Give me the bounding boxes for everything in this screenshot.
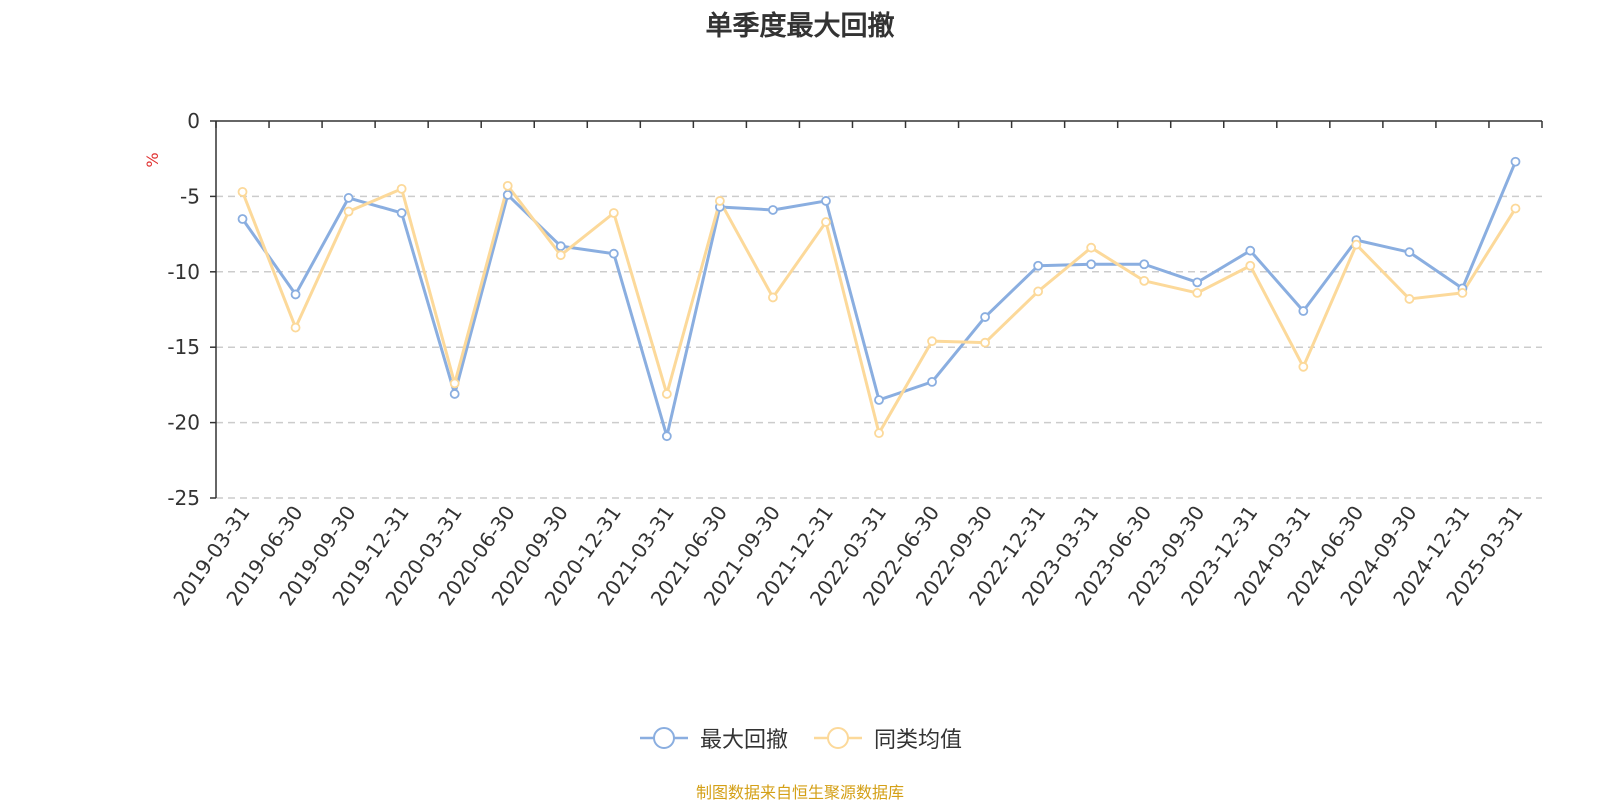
data-point-series-1 xyxy=(343,206,354,217)
legend: 最大回撤 同类均值 xyxy=(0,722,1600,754)
data-point-series-0 xyxy=(821,196,831,206)
y-tick-label: 0 xyxy=(187,109,200,133)
data-point-series-1 xyxy=(290,322,301,333)
data-point-series-0 xyxy=(608,248,619,259)
data-point-series-0 xyxy=(502,189,513,200)
data-point-series-0 xyxy=(449,389,460,399)
data-point-series-1 xyxy=(980,337,990,348)
data-point-series-1 xyxy=(1457,288,1468,298)
legend-item-series-1[interactable]: 同类均值 xyxy=(812,722,962,754)
data-point-series-1 xyxy=(821,217,831,227)
legend-label: 同类均值 xyxy=(874,728,963,753)
chart-title: 单季度最大回撤 xyxy=(705,11,895,42)
axes: 0-5-10-15-20-252019-03-312019-06-302019-… xyxy=(167,109,1543,610)
data-point-series-1 xyxy=(1139,275,1150,286)
data-point-series-1 xyxy=(714,196,725,206)
data-point-series-1 xyxy=(768,292,778,303)
y-tick-label: -5 xyxy=(180,184,200,208)
data-point-series-0 xyxy=(661,431,672,442)
data-point-series-1 xyxy=(1086,242,1097,253)
data-point-series-0 xyxy=(555,241,566,252)
data-point-series-1 xyxy=(608,208,619,218)
series-lines xyxy=(241,161,1517,438)
legend-line-icon xyxy=(814,727,862,749)
data-point-series-1 xyxy=(502,180,513,191)
series-line-0 xyxy=(241,161,1517,438)
data-point-series-0 xyxy=(343,193,354,203)
data-point-series-1 xyxy=(1245,260,1256,271)
data-point-series-0 xyxy=(1086,259,1097,270)
data-point-series-1 xyxy=(874,428,884,439)
legend-item-series-0[interactable]: 最大回撤 xyxy=(638,722,788,754)
data-point-series-1 xyxy=(1192,288,1203,298)
data-point-series-0 xyxy=(1245,245,1256,256)
data-point-series-1 xyxy=(237,186,248,197)
data-point-series-1 xyxy=(1510,203,1521,214)
data-point-series-1 xyxy=(396,183,407,194)
data-point-series-0 xyxy=(927,376,937,387)
data-point-series-0 xyxy=(1139,259,1150,270)
data-point-series-1 xyxy=(1298,361,1309,372)
y-axis-label: % xyxy=(143,152,162,167)
y-tick-label: -10 xyxy=(167,260,200,284)
data-point-series-0 xyxy=(1033,260,1044,271)
data-point-series-1 xyxy=(1351,239,1362,250)
data-point-series-1 xyxy=(1404,294,1415,304)
legend-line-icon xyxy=(639,727,688,749)
data-point-series-0 xyxy=(874,395,884,405)
y-tick-label: -25 xyxy=(167,486,200,510)
data-point-series-0 xyxy=(1404,247,1415,258)
source-note: 制图数据来自恒生聚源数据库 xyxy=(695,783,904,802)
y-tick-label: -20 xyxy=(167,411,200,435)
data-point-series-1 xyxy=(555,250,566,261)
data-point-series-1 xyxy=(927,336,937,347)
y-tick-label: -15 xyxy=(167,335,200,359)
legend-label: 最大回撤 xyxy=(699,728,788,753)
data-point-series-0 xyxy=(290,289,301,300)
data-point-series-1 xyxy=(449,378,460,389)
data-point-series-1 xyxy=(661,389,672,399)
grid-lines xyxy=(216,195,1542,499)
data-point-series-1 xyxy=(1033,286,1044,297)
data-point-series-0 xyxy=(768,205,778,215)
data-point-series-0 xyxy=(980,312,990,322)
data-point-series-0 xyxy=(1510,156,1521,167)
data-point-series-0 xyxy=(396,208,407,218)
data-markers xyxy=(237,156,1521,442)
data-point-series-0 xyxy=(1192,277,1203,288)
data-point-series-0 xyxy=(1298,306,1309,316)
data-point-series-0 xyxy=(237,214,248,224)
